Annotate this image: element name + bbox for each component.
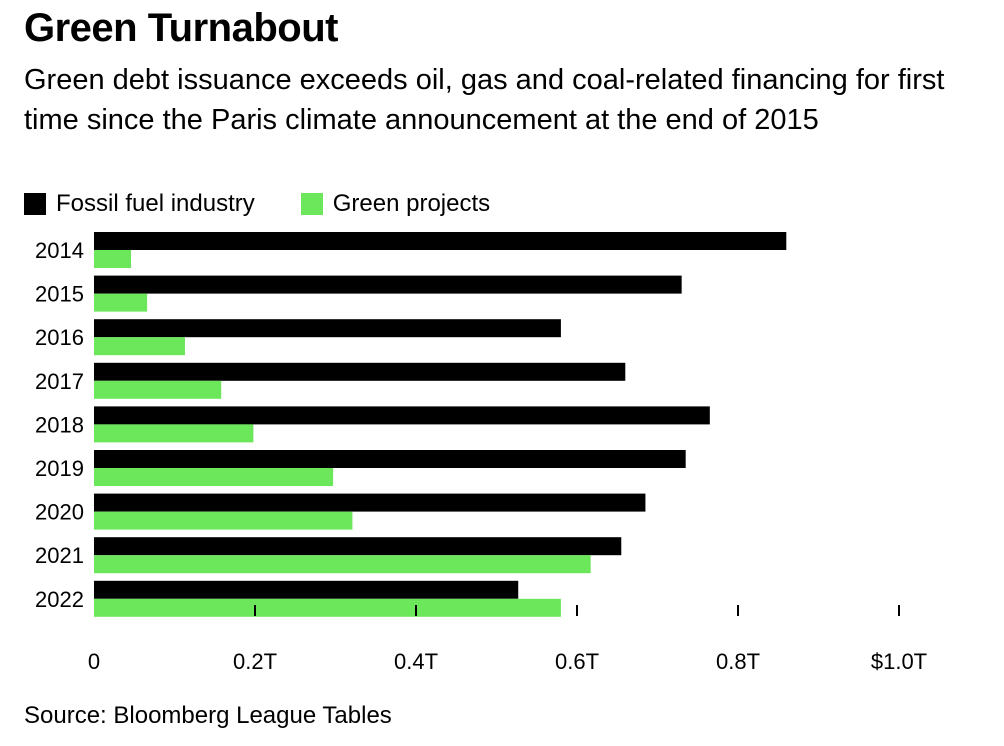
bar-fossil-2020 (94, 493, 646, 512)
bar-fossil-2019 (94, 450, 686, 468)
bar-green-2018 (94, 424, 254, 443)
x-tick-label-1: 0.2T (233, 649, 277, 674)
bar-green-2015 (94, 293, 148, 312)
bar-green-2022 (94, 598, 561, 617)
y-tick-label-2018: 2018 (35, 412, 84, 437)
legend-label-fossil: Fossil fuel industry (56, 190, 255, 217)
bar-green-2016 (94, 337, 185, 356)
y-tick-label-2017: 2017 (35, 369, 84, 394)
y-tick-label-2022: 2022 (35, 587, 84, 612)
y-tick-label-2015: 2015 (35, 282, 84, 307)
x-tick-label-2: 0.4T (394, 649, 438, 674)
y-tick-label-2021: 2021 (35, 543, 84, 568)
x-tick-label-0: 0 (88, 649, 100, 674)
y-tick-label-2016: 2016 (35, 325, 84, 350)
bar-fossil-2022 (94, 580, 519, 599)
x-tick-label-3: 0.6T (555, 649, 599, 674)
legend-item-green: Green projects (300, 190, 491, 218)
legend-swatch-green (300, 193, 323, 215)
legend-swatch-fossil (24, 193, 46, 215)
legend-item-fossil: Fossil fuel industry (24, 190, 255, 218)
chart-subtitle: Green debt issuance exceeds oil, gas and… (24, 64, 945, 136)
bar-fossil-2021 (94, 537, 622, 556)
bar-fossil-2018 (94, 406, 710, 425)
bar-green-2020 (94, 511, 353, 530)
y-tick-label-2014: 2014 (35, 238, 84, 263)
bar-fossil-2015 (94, 275, 682, 294)
x-tick-label-5: $1.0T (871, 649, 927, 674)
bar-fossil-2014 (94, 232, 787, 250)
bar-green-2014 (94, 250, 132, 268)
bar-fossil-2016 (94, 319, 561, 338)
y-tick-label-2019: 2019 (35, 456, 84, 481)
bar-chart: 2014 2015 2016 2017 2018 2019 2020 2021 2022 0 0.2… (35, 232, 927, 674)
x-tick-label-4: 0.8T (716, 649, 760, 674)
source-note: Source: Bloomberg League Tables (24, 702, 392, 729)
chart-title: Green Turnabout (24, 6, 338, 50)
bar-green-2021 (94, 555, 591, 574)
bar-fossil-2017 (94, 362, 626, 381)
y-tick-label-2020: 2020 (35, 500, 84, 525)
legend: Fossil fuel industry Green projects (24, 190, 536, 218)
bar-green-2019 (94, 468, 334, 486)
legend-label-green: Green projects (332, 190, 491, 217)
bar-green-2017 (94, 380, 222, 399)
